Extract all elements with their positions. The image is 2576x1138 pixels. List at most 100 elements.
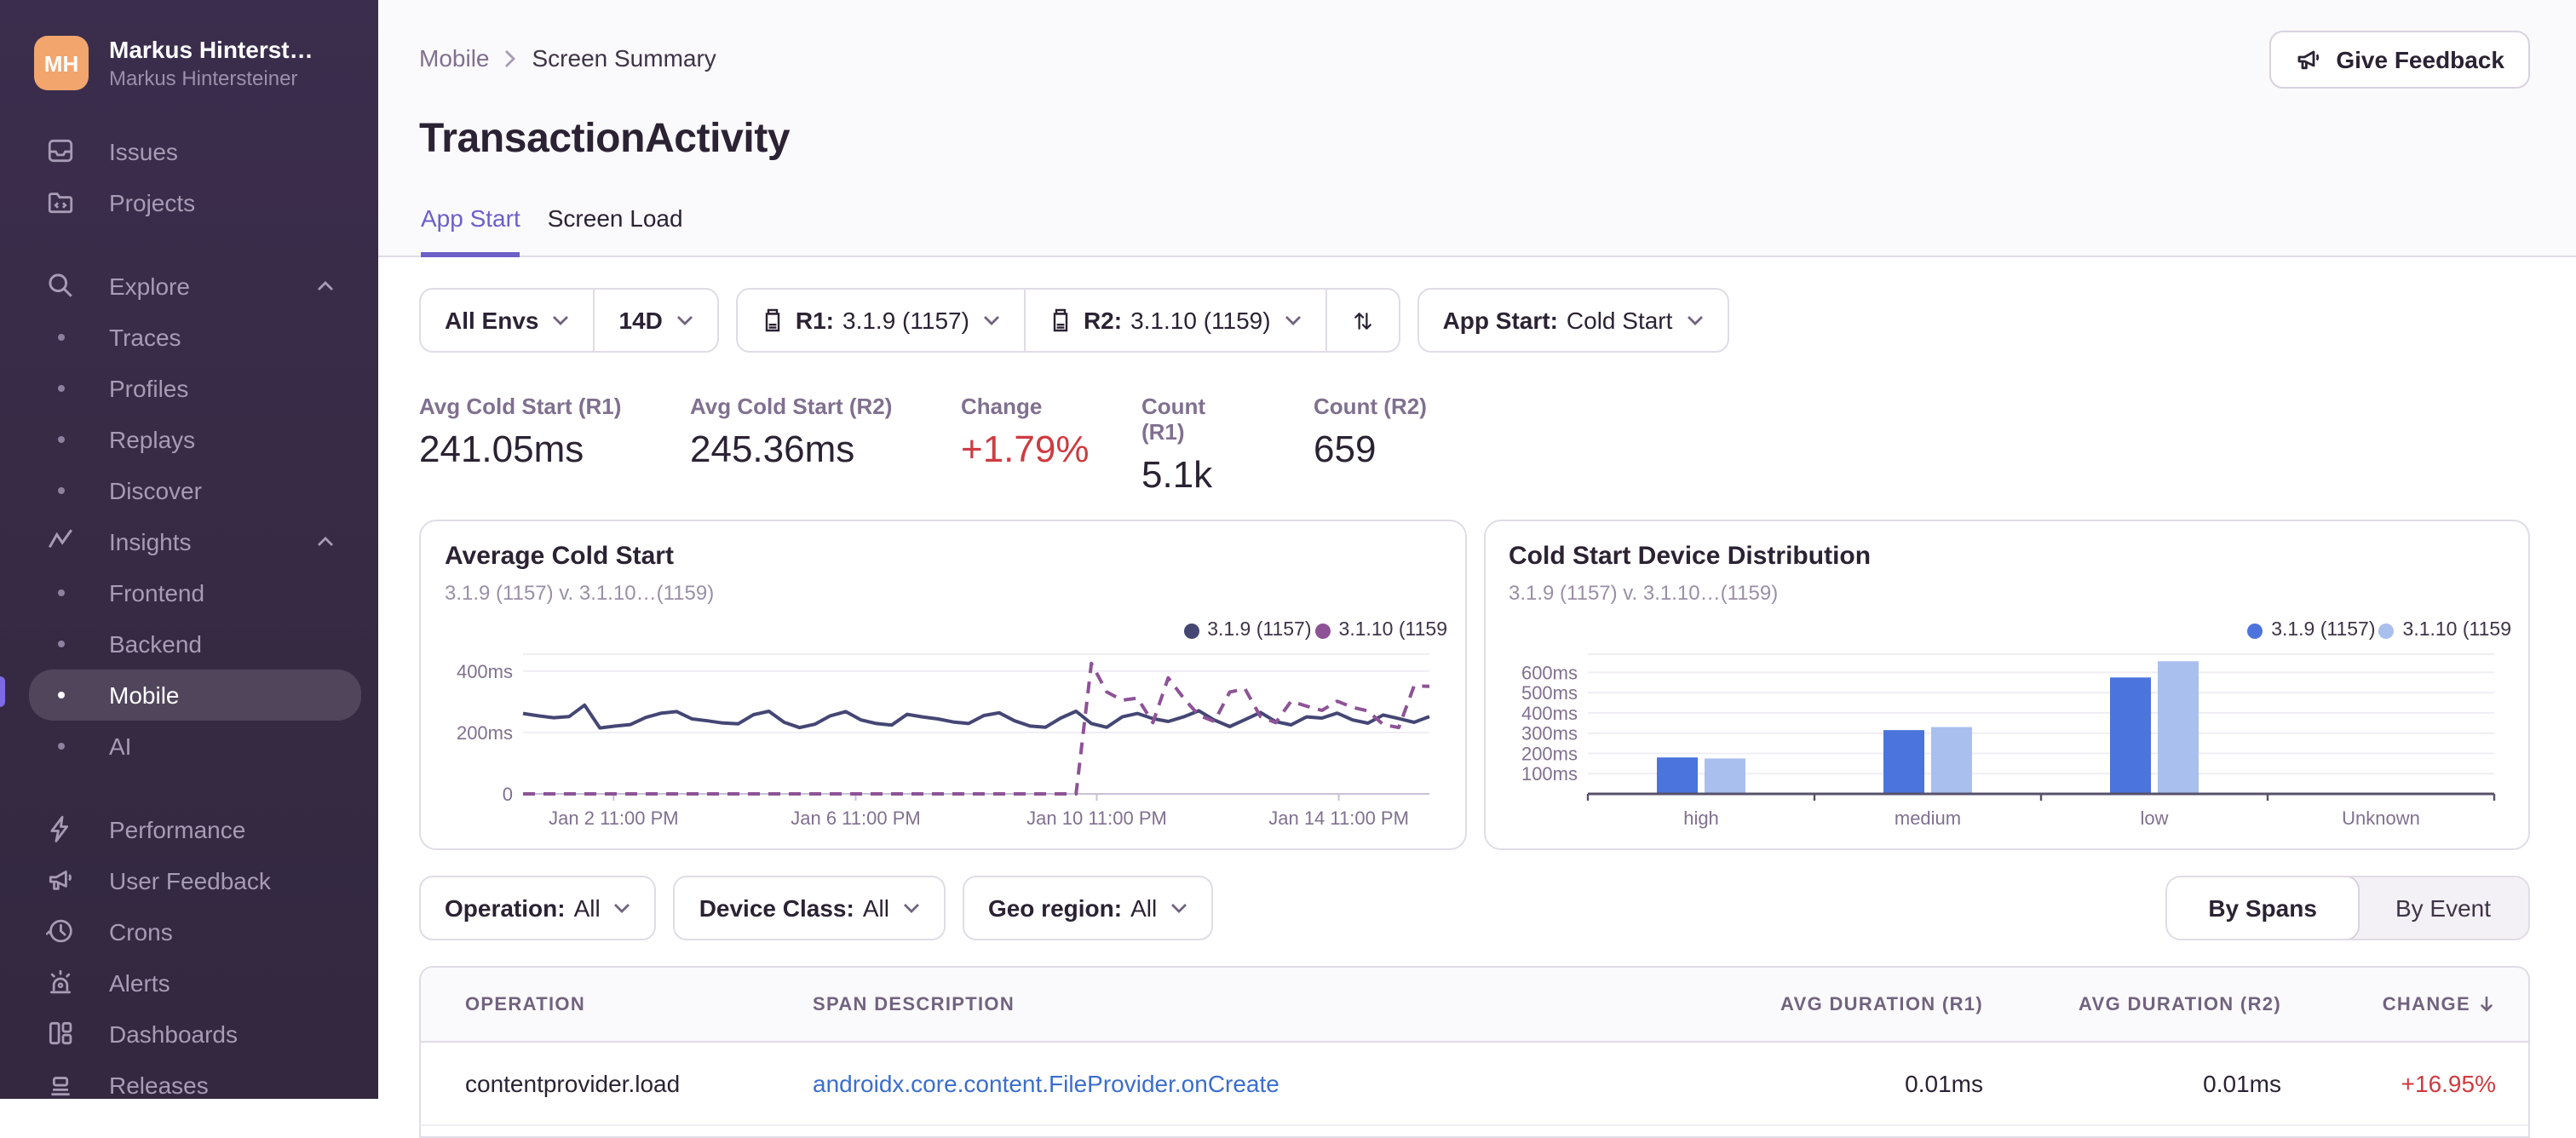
chevron-down-icon <box>1686 315 1703 325</box>
view-mode-toggle: By Spans By Event <box>2165 876 2530 940</box>
sidebar-item-issues[interactable]: Issues <box>0 125 361 176</box>
sidebar-item-releases[interactable]: Releases <box>0 1059 361 1099</box>
column-span-description[interactable]: SPAN DESCRIPTION <box>813 994 1015 1014</box>
swap-releases-button[interactable] <box>1325 290 1399 351</box>
sidebar-item-label: Alerts <box>109 968 170 996</box>
column-change[interactable]: CHANGE <box>2281 994 2528 1014</box>
breadcrumb-current: Screen Summary <box>532 44 716 72</box>
sidebar-item-alerts[interactable]: Alerts <box>0 957 361 1008</box>
chart-subtitle: 3.1.9 (1157) v. 3.1.10…(1159) <box>445 581 715 605</box>
sidebar-item-performance[interactable]: Performance <box>0 803 361 854</box>
sidebar-item-insights[interactable]: Insights <box>0 515 361 566</box>
sidebar-item-label: Traces <box>109 323 181 350</box>
column-operation[interactable]: OPERATION <box>465 994 586 1014</box>
svg-text:Jan 6 11:00 PM: Jan 6 11:00 PM <box>791 808 920 829</box>
sidebar-item-backend[interactable]: Backend <box>0 618 361 669</box>
by-event-toggle[interactable]: By Event <box>2395 894 2491 922</box>
chevron-down-icon <box>1285 315 1302 325</box>
legend-label: 3.1.10 (1159 <box>2402 620 2511 641</box>
chevron-down-icon <box>1170 903 1187 913</box>
release-1-selector[interactable]: R1: 3.1.9 (1157) <box>738 290 1024 351</box>
device-distribution-chart-card: Cold Start Device Distribution 3.1.9 (11… <box>1483 520 2530 850</box>
chart-legend[interactable]: 3.1.9 (1157) 3.1.10 (1159 <box>1180 620 1447 641</box>
breadcrumb-parent[interactable]: Mobile <box>419 44 490 72</box>
siren-icon <box>44 967 75 997</box>
sidebar-nav: Issues Projects Explore Traces Profiles … <box>0 125 378 1099</box>
svg-text:Jan 2 11:00 PM: Jan 2 11:00 PM <box>549 808 678 829</box>
sidebar-item-mobile[interactable]: Mobile <box>29 669 361 720</box>
sidebar-item-label: Crons <box>109 917 173 945</box>
table-row-partial <box>421 1126 2528 1136</box>
sidebar-item-label: Performance <box>109 815 246 842</box>
release-1-value: 3.1.9 (1157) <box>842 307 969 334</box>
stat-label: Count (R2) <box>1314 394 1427 419</box>
svg-text:300ms: 300ms <box>1521 723 1577 744</box>
chevron-down-icon <box>983 315 1000 325</box>
release-2-selector[interactable]: R2: 3.1.10 (1159) <box>1023 290 1325 351</box>
swap-icon <box>1354 312 1371 329</box>
insights-icon <box>44 526 75 556</box>
feedback-label: Give Feedback <box>2336 46 2504 73</box>
column-avg-duration-r1[interactable]: AVG DURATION (R1) <box>1780 994 1983 1014</box>
app-start-type-label: App Start: <box>1442 307 1558 334</box>
column-change-label: CHANGE <box>2382 994 2470 1014</box>
tab-screen-load[interactable]: Screen Load <box>547 204 683 232</box>
environment-filter[interactable]: All Envs <box>421 290 594 351</box>
legend-label: 3.1.9 (1157) <box>2271 620 2376 641</box>
chart-title: Cold Start Device Distribution <box>1509 542 1872 571</box>
tab-app-start[interactable]: App Start <box>421 204 520 257</box>
table-header: OPERATION SPAN DESCRIPTION AVG DURATION … <box>421 968 2528 1043</box>
line-chart[interactable]: 0 200ms 400ms Jan 2 11:00 PM Jan 6 11:00 PM J… <box>445 647 1440 835</box>
tab-bar: App Start Screen Load <box>421 204 710 257</box>
device-class-filter-value: All <box>862 894 889 922</box>
release-2-label: R2: <box>1083 307 1123 334</box>
bullet-icon <box>58 589 65 595</box>
by-spans-toggle[interactable]: By Spans <box>2167 877 2360 939</box>
give-feedback-button[interactable]: Give Feedback <box>2269 31 2530 89</box>
sidebar-item-dashboards[interactable]: Dashboards <box>0 1008 361 1059</box>
lightning-icon <box>44 813 75 844</box>
user-menu[interactable]: MH Markus Hinterst… Markus Hintersteiner <box>0 0 378 91</box>
cell-avg-duration-r1: 0.01ms <box>1905 1070 1983 1097</box>
column-avg-duration-r2[interactable]: AVG DURATION (R2) <box>2079 994 2281 1014</box>
stat-value: +1.79% <box>961 428 1090 470</box>
app-start-type-filter[interactable]: App Start: Cold Start <box>1417 288 1729 353</box>
operation-filter-value: All <box>573 894 601 922</box>
sidebar-item-crons[interactable]: Crons <box>0 905 361 957</box>
cell-span-description-link[interactable]: androidx.core.content.FileProvider.onCre… <box>813 1070 1279 1097</box>
svg-text:low: low <box>2139 808 2167 829</box>
sidebar-item-frontend[interactable]: Frontend <box>0 566 361 618</box>
stat-label: Change <box>961 394 1043 419</box>
sidebar-item-user-feedback[interactable]: User Feedback <box>0 854 361 905</box>
sidebar-item-discover[interactable]: Discover <box>0 464 361 515</box>
sidebar-item-profiles[interactable]: Profiles <box>0 362 361 413</box>
date-range-filter[interactable]: 14D <box>593 290 717 351</box>
cell-operation: contentprovider.load <box>465 1070 681 1097</box>
sidebar-item-traces[interactable]: Traces <box>0 311 361 362</box>
stat-count-r2: Count (R2) 659 <box>1314 394 1427 497</box>
sidebar-item-explore[interactable]: Explore <box>0 260 361 311</box>
stat-value: 659 <box>1314 428 1377 470</box>
geo-region-filter[interactable]: Geo region: All <box>962 876 1214 940</box>
device-class-filter[interactable]: Device Class: All <box>673 876 946 940</box>
sidebar-item-replays[interactable]: Replays <box>0 413 361 464</box>
legend-dot <box>1314 623 1331 638</box>
sidebar-item-projects[interactable]: Projects <box>0 176 361 227</box>
megaphone-icon <box>2297 50 2320 70</box>
sidebar-item-label: Frontend <box>109 578 205 606</box>
stat-value: 241.05ms <box>419 428 584 470</box>
operation-filter[interactable]: Operation: All <box>419 876 657 940</box>
bullet-icon <box>58 333 65 340</box>
page-header: Mobile Screen Summary Give Feedback Tran… <box>378 0 2576 257</box>
legend-label: 3.1.10 (1159 <box>1338 620 1447 641</box>
page-title: TransactionActivity <box>419 116 791 163</box>
avatar: MH <box>34 36 89 91</box>
stat-count-r1: Count (R1) 5.1k <box>1141 394 1249 497</box>
active-indicator <box>0 676 5 707</box>
svg-text:500ms: 500ms <box>1521 682 1577 704</box>
sidebar-item-ai[interactable]: AI <box>0 720 361 771</box>
release-icon <box>762 308 784 332</box>
chart-legend[interactable]: 3.1.9 (1157) 3.1.10 (1159 <box>2244 620 2511 641</box>
table-row[interactable]: contentprovider.load androidx.core.conte… <box>421 1043 2528 1126</box>
